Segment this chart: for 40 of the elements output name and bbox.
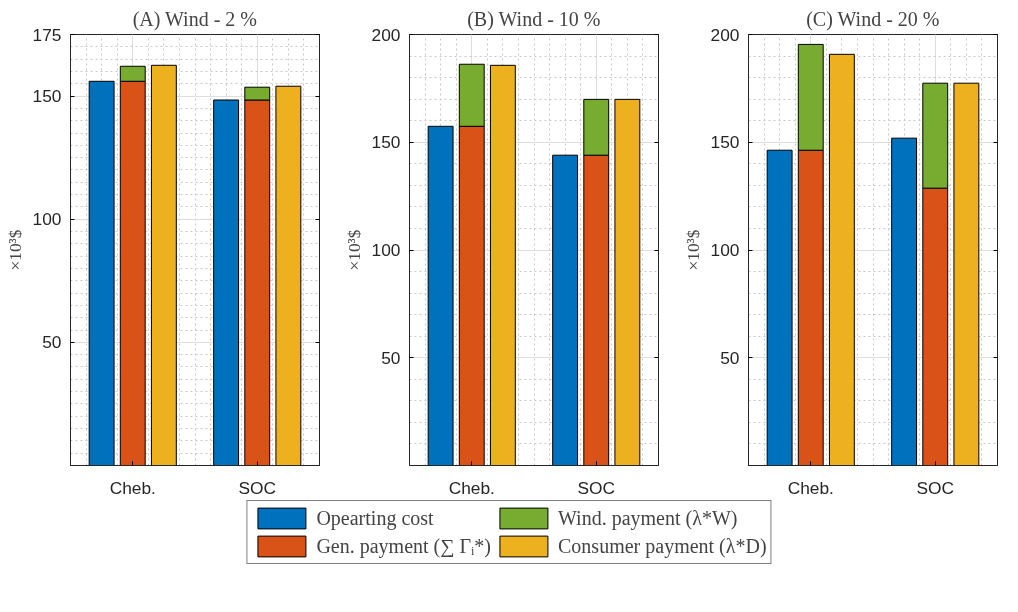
y-tick-label: 150: [32, 86, 62, 107]
y-axis-title: ×10³$: [344, 229, 364, 271]
bar: [828, 53, 855, 466]
bar: [213, 99, 240, 466]
bar: [427, 125, 454, 466]
x-tick-label: SOC: [238, 477, 277, 498]
bar: [88, 80, 115, 466]
legend-label: Gen. payment (∑ Γᵢ*): [316, 534, 492, 558]
bar: [552, 154, 579, 466]
legend-label: Wind. payment (λ*W): [558, 506, 738, 530]
y-tick-label: 50: [42, 332, 62, 353]
bar: [953, 82, 980, 466]
bar: [614, 98, 641, 466]
y-tick-label: 200: [371, 24, 401, 45]
y-tick-label: 175: [32, 24, 62, 45]
chart-title: (A) Wind - 2 %: [132, 7, 257, 31]
y-tick-label: 200: [710, 24, 740, 45]
x-tick-label: Cheb.: [448, 477, 495, 498]
y-tick-label: 50: [720, 347, 740, 368]
x-tick-label: SOC: [577, 477, 616, 498]
y-tick-label: 100: [32, 209, 62, 230]
legend-label: Consumer payment (λ*D): [558, 534, 767, 558]
x-tick-label: Cheb.: [109, 477, 156, 498]
bar: [275, 85, 302, 466]
x-tick-label: Cheb.: [787, 477, 834, 498]
legend-label: Opearting cost: [316, 506, 434, 530]
y-tick-label: 100: [371, 240, 401, 260]
bar: [489, 64, 516, 466]
x-tick-label: SOC: [916, 477, 955, 498]
y-axis-title: ×10³$: [5, 229, 25, 271]
y-axis-title: ×10³$: [683, 229, 703, 271]
chart-title: (B) Wind - 10 %: [467, 7, 601, 31]
bar: [150, 64, 177, 466]
bar: [766, 149, 793, 466]
y-tick-label: 150: [710, 132, 740, 153]
y-tick-label: 50: [381, 347, 401, 368]
bar: [891, 137, 918, 466]
chart-title: (C) Wind - 20 %: [806, 7, 940, 31]
y-tick-label: 100: [710, 240, 740, 260]
y-tick-label: 150: [371, 132, 401, 153]
